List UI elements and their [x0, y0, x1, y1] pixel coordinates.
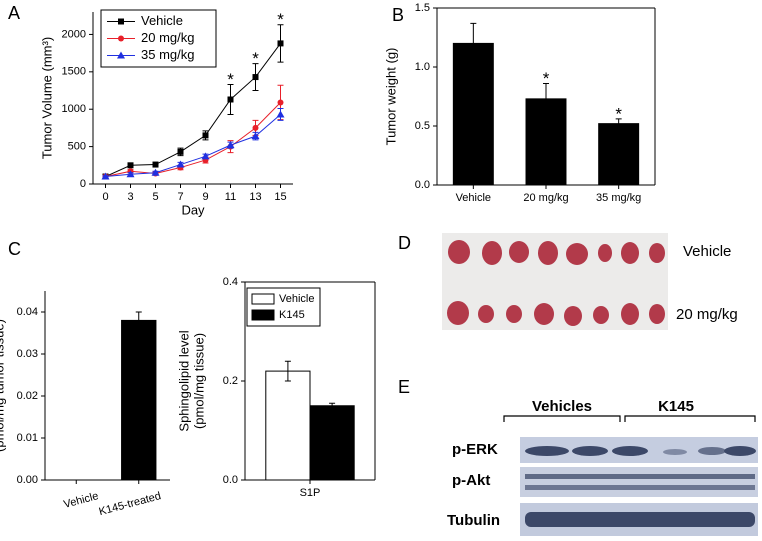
legend-label: 20 mg/kg: [141, 30, 194, 45]
tumor-photo: [442, 233, 668, 330]
x-tick-label: 20 mg/kg: [523, 192, 568, 204]
panel-letter: B: [392, 5, 404, 25]
x-tick-label: Vehicle: [62, 490, 99, 511]
blot-row-label: Tubulin: [447, 512, 500, 529]
y-tick-label: 0.0: [223, 474, 238, 486]
x-tick-label: S1P: [300, 487, 321, 499]
y-tick-label: 0.2: [223, 375, 238, 387]
legend-marker: [118, 18, 124, 25]
y-tick-label: 0: [80, 178, 86, 190]
legend-marker: [118, 35, 124, 42]
point: [127, 162, 134, 169]
legend-swatch: [251, 293, 275, 305]
point: [152, 161, 159, 168]
point: [201, 152, 210, 160]
y-tick-label: 0.03: [17, 348, 38, 360]
point: [251, 132, 260, 140]
y-tick-label: 0.5: [415, 120, 430, 132]
photo-row-label: 20 mg/kg: [676, 306, 738, 323]
y-axis-label: Tumor weight (g): [383, 48, 398, 146]
bar: [309, 405, 355, 481]
x-tick-label: 13: [249, 191, 261, 203]
point: [202, 132, 209, 139]
error-bar: [284, 360, 291, 382]
error-bar: [329, 402, 336, 409]
blot-group-label: K145: [658, 398, 694, 415]
error-bar: [615, 118, 622, 129]
y-tick-label: 0.01: [17, 432, 38, 444]
bar: [265, 370, 311, 481]
y-tick-label: 1.0: [415, 61, 430, 73]
y-tick-label: 1000: [62, 103, 86, 115]
legend-marker: [117, 51, 125, 59]
annotation: *: [252, 49, 259, 68]
y-tick-label: 1.5: [415, 2, 430, 14]
error-bar: [543, 83, 549, 115]
y-axis-label: (pmol/mg tissue): [191, 333, 206, 429]
point: [252, 74, 259, 81]
bar: [121, 319, 157, 481]
series-line: [105, 114, 281, 178]
tumors: [447, 240, 665, 326]
y-tick-label: 500: [68, 141, 86, 153]
y-tick-label: 0.02: [17, 390, 38, 402]
error-bar: [135, 311, 142, 330]
legend-label: Vehicle: [141, 13, 183, 28]
error-bar: [470, 22, 477, 64]
point: [177, 148, 184, 155]
x-tick-label: K145-treated: [98, 490, 163, 518]
legend-label: K145: [279, 309, 305, 321]
x-tick-label: 15: [274, 191, 286, 203]
y-axis-label: Sphingolipid level: [176, 330, 191, 431]
series-line: [105, 102, 281, 178]
x-axis-label: Day: [181, 202, 205, 217]
legend-swatch: [251, 309, 275, 321]
legend-label: Vehicle: [279, 293, 314, 305]
point: [277, 99, 284, 106]
point: [277, 40, 284, 47]
y-tick-label: 0.00: [17, 474, 38, 486]
point: [151, 168, 160, 176]
annotation: *: [543, 69, 550, 88]
x-tick-label: 0: [102, 191, 108, 203]
point: [126, 170, 135, 178]
x-tick-label: 35 mg/kg: [596, 192, 641, 204]
x-tick-label: 3: [127, 191, 133, 203]
y-axis-label: (pmol/mg tumor tissue): [0, 319, 6, 452]
bar: [598, 123, 640, 186]
y-tick-label: 0.04: [17, 306, 38, 318]
panel-letter: C: [8, 239, 21, 259]
annotation: *: [227, 70, 234, 89]
y-tick-label: 0.4: [223, 276, 238, 288]
panel-letter: D: [398, 233, 411, 253]
panel-letter: A: [8, 3, 20, 23]
point: [176, 160, 185, 168]
blot-group-label: Vehicles: [532, 398, 592, 415]
panel-letter: E: [398, 377, 410, 397]
point: [101, 172, 110, 180]
point: [276, 110, 285, 118]
blot-row-label: p-Akt: [452, 472, 490, 489]
y-tick-label: 1500: [62, 66, 86, 78]
x-tick-label: 7: [177, 191, 183, 203]
x-tick-label: 5: [152, 191, 158, 203]
annotation: *: [277, 10, 284, 29]
x-tick-label: 11: [225, 191, 236, 203]
x-tick-label: Vehicle: [456, 192, 491, 204]
y-axis-label: Tumor Volume (mm³): [39, 37, 54, 159]
bar: [452, 42, 494, 186]
western-blot: [503, 415, 758, 536]
point: [226, 141, 235, 149]
point: [252, 124, 259, 131]
x-tick-label: 9: [202, 191, 208, 203]
legend-label: 35 mg/kg: [141, 47, 194, 62]
y-tick-label: 0.0: [415, 179, 430, 191]
y-tick-label: 2000: [62, 28, 86, 40]
point: [227, 96, 234, 103]
annotation: *: [615, 104, 622, 123]
series-line: [105, 43, 281, 177]
photo-row-label: Vehicle: [683, 243, 731, 260]
blot-row-label: p-ERK: [452, 441, 498, 458]
